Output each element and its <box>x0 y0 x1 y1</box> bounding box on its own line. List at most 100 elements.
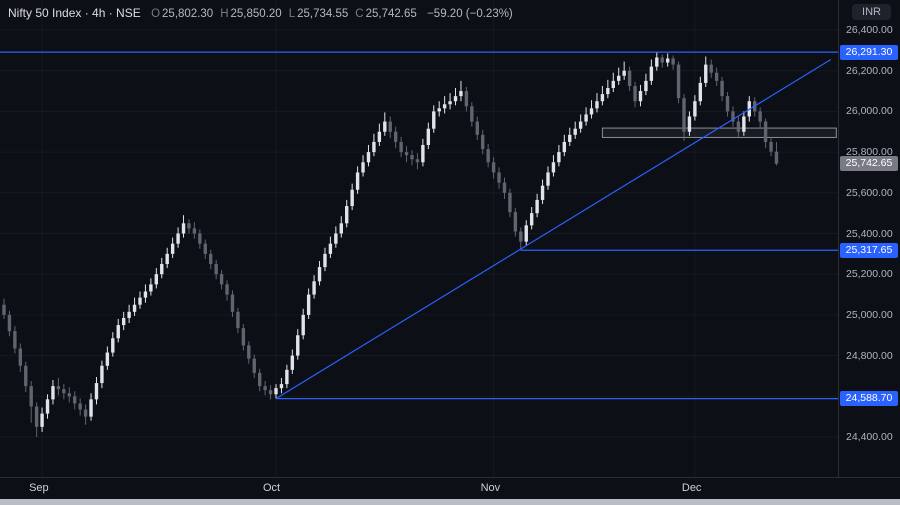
candle-body <box>219 274 224 285</box>
time-axis[interactable]: Sep Oct Nov Dec <box>0 477 900 500</box>
candle-body <box>573 128 577 135</box>
bottom-scrollbar[interactable] <box>0 499 900 505</box>
candle-body <box>268 390 273 395</box>
candle-body <box>56 386 61 390</box>
candle-body <box>655 57 659 67</box>
candle-body <box>29 386 33 407</box>
candle-body <box>2 304 6 315</box>
candle-body <box>214 264 218 275</box>
price-line-label: 25,317.65 <box>840 242 898 258</box>
candle-body <box>578 121 583 129</box>
candle-body <box>187 223 191 229</box>
candle-body <box>540 185 545 200</box>
candle-body <box>660 57 664 63</box>
candle-body <box>40 413 44 427</box>
symbol-header[interactable]: Nifty 50 Index · 4h · NSE O 25,802.30 H 25,… <box>8 6 513 20</box>
candle-body <box>633 85 637 102</box>
candle-body <box>67 393 71 397</box>
candle-body <box>388 121 392 132</box>
candle-body <box>736 121 741 132</box>
candle-body <box>252 358 256 373</box>
candle-body <box>769 141 773 152</box>
candle-body <box>192 228 197 234</box>
candle-body <box>529 213 534 226</box>
candle-body <box>361 162 365 173</box>
ohlc-letter: O <box>151 8 161 20</box>
candle-body <box>165 253 169 265</box>
candle-body <box>339 223 343 234</box>
candle-body <box>617 75 621 81</box>
candle-body <box>481 134 485 150</box>
candlestick-canvas[interactable] <box>0 0 838 477</box>
candle-body <box>176 233 180 244</box>
candle-body <box>665 58 670 63</box>
candle-body <box>317 267 322 282</box>
candle-body <box>34 406 39 427</box>
candle-body <box>236 311 240 329</box>
candle-body <box>366 152 371 163</box>
candle-body <box>491 162 496 173</box>
price-axis[interactable]: 26,400.00 26,200.00 26,000.00 25,800.00 25,6… <box>838 0 900 477</box>
candle-body <box>83 409 88 417</box>
candle-body <box>622 70 626 76</box>
ohlc-letter: C <box>355 8 364 20</box>
candle-body <box>296 335 300 356</box>
candle-body <box>676 64 681 99</box>
candle-body <box>285 369 289 385</box>
candle-body <box>24 365 28 387</box>
candle-body <box>763 121 768 142</box>
candle-body <box>121 317 126 326</box>
candle-body <box>638 91 643 102</box>
candle-body <box>181 223 186 234</box>
candle-body <box>595 101 599 109</box>
candle-body <box>279 384 284 389</box>
candle-body <box>600 94 605 102</box>
candle-body <box>45 399 50 414</box>
candle-body <box>731 111 735 122</box>
price-tick-label: 24,400.00 <box>846 431 893 443</box>
candle-body <box>698 82 703 102</box>
price-range-box[interactable] <box>601 127 837 138</box>
candle-body <box>606 87 610 95</box>
candle-body <box>442 104 447 109</box>
trendline[interactable] <box>275 58 832 400</box>
currency-badge[interactable]: INR <box>852 4 891 20</box>
price-tick-label: 25,000.00 <box>846 308 893 321</box>
candle-body <box>73 396 77 404</box>
candle-body <box>611 80 615 88</box>
candle-body <box>584 114 588 122</box>
candle-body <box>557 152 561 163</box>
candle-body <box>497 172 501 183</box>
price-line-label: 26,291.30 <box>840 44 898 60</box>
time-axis-label: Dec <box>681 482 702 494</box>
candle-body <box>568 134 572 142</box>
last-price-label: 25,742.65 <box>840 156 898 172</box>
candle-body <box>415 159 420 163</box>
candle-body <box>432 111 436 129</box>
price-tick-label: 26,000.00 <box>846 105 893 118</box>
candle-body <box>18 348 23 366</box>
candle-body <box>334 233 338 244</box>
symbol-title[interactable]: Nifty 50 Index · 4h · NSE <box>8 6 141 20</box>
candle-body <box>230 294 235 312</box>
candle-body <box>203 243 207 254</box>
time-axis-label: Nov <box>480 482 501 494</box>
candle-body <box>127 311 131 318</box>
candle-body <box>154 274 159 285</box>
candle-body <box>475 121 479 135</box>
candle-body <box>502 182 507 193</box>
price-chart-pane[interactable]: Nifty 50 Index · 4h · NSE O 25,802.30 H 25,… <box>0 0 838 477</box>
candle-body <box>198 233 202 244</box>
candle-body <box>393 131 398 142</box>
candle-body <box>421 144 425 163</box>
candle-body <box>562 141 567 153</box>
ohlc-value: 25,802.30 <box>162 8 214 20</box>
candle-body <box>508 192 512 213</box>
candle-body <box>323 253 327 268</box>
candle-body <box>7 314 12 332</box>
candle-body <box>328 243 333 254</box>
candle-body <box>410 155 414 160</box>
candle-body <box>546 172 550 186</box>
candle-body <box>513 212 518 232</box>
candle-body <box>649 66 654 81</box>
